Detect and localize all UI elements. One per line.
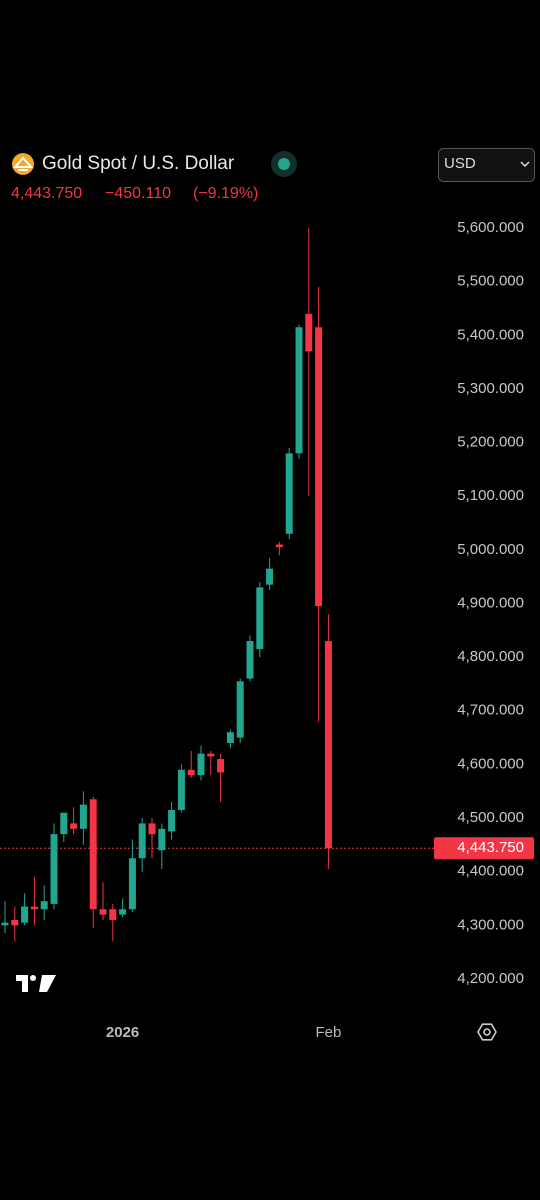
candle-body	[109, 909, 117, 920]
candle-body	[148, 823, 156, 835]
candle-body	[60, 812, 68, 835]
candle-body	[295, 327, 303, 454]
settings-icon[interactable]	[477, 1023, 497, 1041]
settings-gear-center[interactable]	[483, 1028, 491, 1036]
candle-body	[70, 823, 78, 829]
y-tick-label: 5,300.000	[457, 380, 524, 397]
market-status-dot	[278, 158, 290, 170]
candle-body	[315, 327, 323, 607]
y-tick-label: 5,400.000	[457, 326, 524, 343]
candle-body	[79, 804, 87, 829]
candle-body	[119, 909, 127, 915]
candle-body	[256, 587, 264, 650]
y-tick-label: 4,800.000	[457, 648, 524, 665]
y-tick-label: 5,200.000	[457, 434, 524, 451]
y-tick-label: 5,500.000	[457, 273, 524, 290]
last-price-tag-label: 4,443.750	[457, 839, 524, 856]
candle-body	[21, 906, 29, 923]
candle-body	[305, 313, 313, 352]
candle-body	[246, 641, 254, 679]
currency-label[interactable]: USD	[444, 155, 476, 172]
logo-part	[16, 975, 28, 992]
candle-body	[217, 759, 225, 773]
candle-body	[226, 732, 234, 743]
y-tick-label: 4,200.000	[457, 970, 524, 987]
candle-body	[187, 769, 195, 776]
logo-part	[30, 975, 36, 981]
x-tick-label: Feb	[315, 1024, 341, 1041]
candle-body	[1, 922, 9, 926]
candle-body	[197, 753, 205, 776]
candle-body	[266, 568, 274, 585]
candle-body	[168, 810, 176, 832]
candle-body	[40, 901, 48, 910]
y-tick-label: 5,600.000	[457, 219, 524, 236]
candle-body	[50, 834, 58, 904]
candle-body	[236, 681, 244, 738]
candle-body	[177, 769, 185, 811]
tradingview-logo	[16, 975, 56, 992]
currency-select[interactable]	[438, 148, 535, 182]
price-change: −450.110	[105, 185, 171, 202]
y-tick-label: 4,700.000	[457, 702, 524, 719]
candle-body	[324, 641, 332, 849]
dropdown-arrow	[520, 161, 530, 168]
candle-body	[89, 799, 97, 910]
candle-body	[207, 753, 215, 757]
candle-body	[11, 919, 19, 926]
candle-body	[30, 906, 38, 910]
y-tick-label: 4,400.000	[457, 863, 524, 880]
candle-body	[99, 909, 107, 915]
candle-body	[158, 828, 166, 851]
last-price: 4,443.750	[11, 185, 82, 202]
y-tick-label: 5,100.000	[457, 487, 524, 504]
candle-body	[285, 453, 293, 534]
candle-body	[128, 858, 136, 910]
settings-gear[interactable]	[477, 1023, 497, 1041]
y-tick-label: 4,600.000	[457, 755, 524, 772]
symbol-icon	[12, 153, 34, 175]
last-price-tag	[434, 837, 534, 860]
price-change-percent: (−9.19%)	[193, 185, 258, 202]
candle-body	[138, 823, 146, 859]
y-tick-label: 4,900.000	[457, 594, 524, 611]
candle-body	[275, 544, 283, 548]
symbol-icon-glyph	[12, 156, 34, 171]
y-tick-label: 4,300.000	[457, 916, 524, 933]
y-tick-label: 4,500.000	[457, 809, 524, 826]
x-tick-label: 2026	[106, 1024, 139, 1041]
logo-part	[39, 975, 56, 992]
symbol-title: Gold Spot / U.S. Dollar	[42, 153, 235, 174]
y-tick-label: 5,000.000	[457, 541, 524, 558]
